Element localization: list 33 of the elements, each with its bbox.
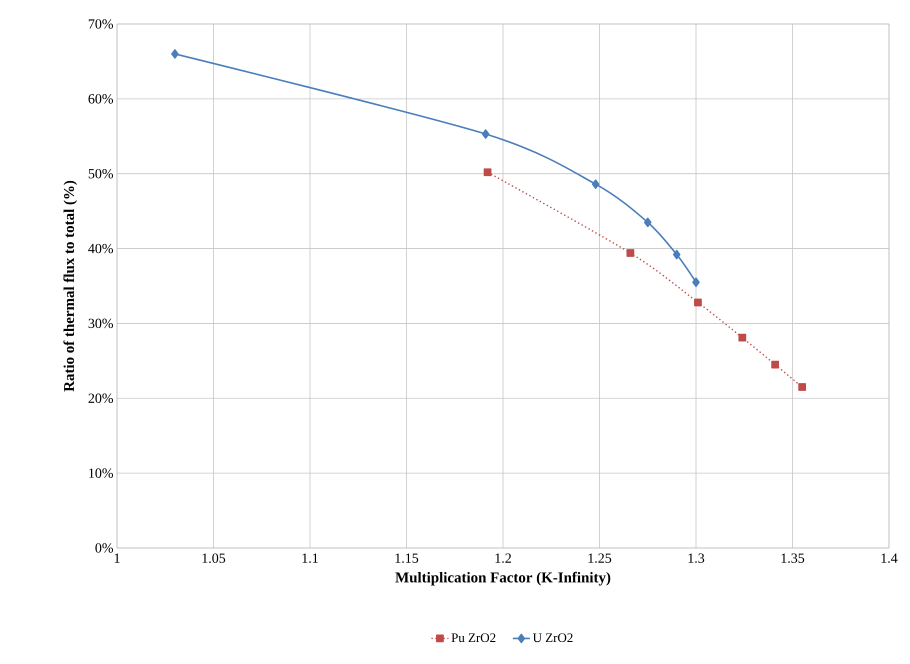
point: [798, 383, 806, 391]
y-tick-label: 0%: [95, 543, 114, 553]
point: [672, 250, 680, 260]
x-tick-label: 1.3: [688, 554, 704, 563]
point: [694, 298, 702, 306]
x-tick-label: 1.35: [782, 554, 804, 563]
x-tick-label: 1.25: [588, 554, 612, 563]
y-tick-label: 10%: [89, 468, 114, 478]
point: [644, 218, 652, 228]
point: [771, 360, 780, 368]
x-tick-label: 1: [114, 553, 120, 563]
x-axis-title: Multiplication Factor (K-Infinity): [395, 572, 610, 586]
point: [482, 129, 490, 139]
x-tick-label: 1.05: [202, 553, 226, 563]
point: [484, 168, 492, 176]
x-tick-label: 1.1: [302, 553, 318, 563]
legend-label: U ZrO2: [532, 633, 573, 642]
y-axis-title: Ratio of thermal flux to total (%): [63, 180, 78, 392]
point: [738, 334, 746, 342]
legend-label: Pu ZrO2: [452, 633, 496, 642]
point: [692, 277, 700, 288]
y-tick-label: 70%: [88, 19, 114, 29]
y-tick-label: 50%: [88, 168, 114, 178]
point: [592, 179, 600, 189]
x-tick-label: 1.2: [496, 554, 511, 563]
point: [171, 49, 179, 59]
x-tick-label: 1.4: [882, 553, 898, 563]
y-tick-label: 60%: [88, 94, 114, 104]
y-tick-label: 30%: [88, 318, 114, 328]
y-tick-label: 40%: [88, 244, 114, 254]
point: [626, 249, 634, 257]
x-tick-label: 1.15: [396, 553, 418, 563]
y-tick-label: 20%: [88, 394, 114, 404]
